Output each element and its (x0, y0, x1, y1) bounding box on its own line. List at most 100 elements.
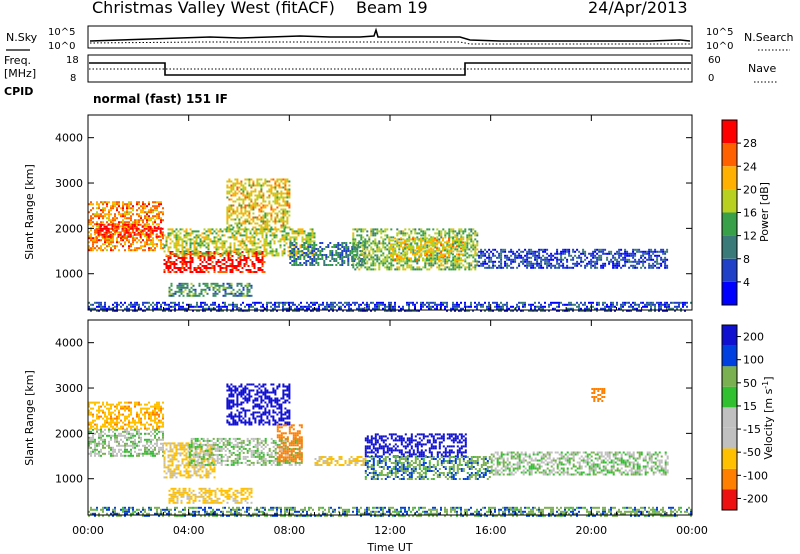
data-cell (380, 248, 383, 251)
data-cell (244, 178, 247, 181)
data-cell (280, 186, 283, 189)
data-cell (366, 234, 369, 237)
data-cell (308, 307, 310, 310)
data-cell (150, 241, 152, 244)
data-cell (199, 255, 202, 257)
data-cell (232, 292, 235, 295)
data-cell (309, 256, 312, 258)
data-cell (394, 240, 397, 243)
data-cell (364, 240, 367, 243)
data-cell (106, 221, 108, 224)
data-cell (500, 250, 503, 253)
data-cell (337, 242, 340, 244)
data-cell (255, 234, 258, 237)
data-cell (470, 234, 473, 237)
data-cell (159, 229, 162, 232)
data-cell (137, 233, 140, 236)
data-cell (506, 256, 509, 259)
data-cell (426, 228, 429, 231)
data-cell (514, 260, 517, 263)
data-cell (253, 242, 256, 245)
data-cell (94, 223, 96, 226)
data-cell (554, 256, 557, 259)
data-cell (366, 307, 368, 310)
data-cell (630, 264, 633, 267)
data-cell (556, 266, 559, 269)
data-cell (283, 240, 286, 243)
data-cell (305, 242, 308, 244)
data-cell (400, 245, 402, 248)
data-cell (225, 261, 228, 263)
data-cell (230, 214, 233, 217)
data-cell (266, 220, 269, 223)
data-cell (548, 305, 550, 308)
data-cell (170, 301, 172, 304)
data-cell (280, 180, 283, 183)
data-cell (326, 301, 328, 304)
data-cell (215, 232, 218, 235)
data-cell (219, 253, 222, 255)
data-cell (249, 232, 252, 235)
data-cell (287, 238, 290, 241)
data-cell (686, 301, 688, 304)
data-cell (92, 213, 94, 216)
data-cell (301, 228, 304, 231)
data-cell (462, 236, 465, 239)
data-cell (160, 201, 162, 204)
data-cell (289, 256, 292, 258)
data-cell (228, 192, 231, 195)
data-cell (238, 212, 241, 215)
data-cell (251, 263, 254, 265)
data-cell (204, 309, 206, 312)
data-cell (271, 250, 274, 253)
data-cell (284, 200, 287, 203)
data-cell (130, 245, 132, 248)
data-cell (156, 303, 158, 306)
data-cell (564, 266, 567, 269)
data-cell (310, 305, 312, 308)
data-cell (626, 301, 628, 304)
data-cell (304, 305, 306, 308)
data-cell (248, 284, 251, 287)
data-cell (181, 267, 184, 269)
data-cell (530, 262, 533, 265)
data-cell (114, 231, 116, 234)
data-cell (514, 256, 517, 259)
data-cell (237, 232, 240, 235)
freq-tick-top: 18 (66, 55, 79, 66)
data-cell (470, 268, 473, 271)
data-cell (163, 269, 166, 271)
data-cell (109, 233, 112, 236)
data-cell (275, 254, 278, 257)
data-cell (524, 301, 526, 304)
data-cell (207, 253, 210, 255)
data-cell (178, 290, 181, 293)
data-cell (352, 254, 355, 257)
data-cell (307, 250, 310, 252)
data-cell (652, 303, 654, 306)
data-cell (122, 225, 124, 228)
data-cell (128, 211, 130, 214)
data-cell (112, 427, 114, 430)
data-cell (206, 307, 208, 310)
data-cell (146, 239, 148, 242)
data-cell (127, 229, 130, 232)
data-cell (154, 207, 156, 210)
data-cell (218, 290, 221, 293)
data-cell (590, 260, 593, 263)
data-cell (456, 250, 459, 253)
data-cell (402, 232, 405, 235)
data-cell (301, 264, 304, 266)
data-cell (233, 234, 236, 237)
data-cell (309, 262, 312, 264)
data-cell (291, 250, 294, 252)
data-cell (119, 233, 122, 236)
data-cell (678, 305, 680, 308)
data-cell (98, 401, 100, 404)
data-cell (656, 254, 659, 257)
data-cell (232, 301, 234, 304)
data-cell (382, 258, 385, 261)
data-cell (229, 259, 232, 261)
data-cell (108, 417, 110, 420)
data-cell (140, 217, 142, 220)
